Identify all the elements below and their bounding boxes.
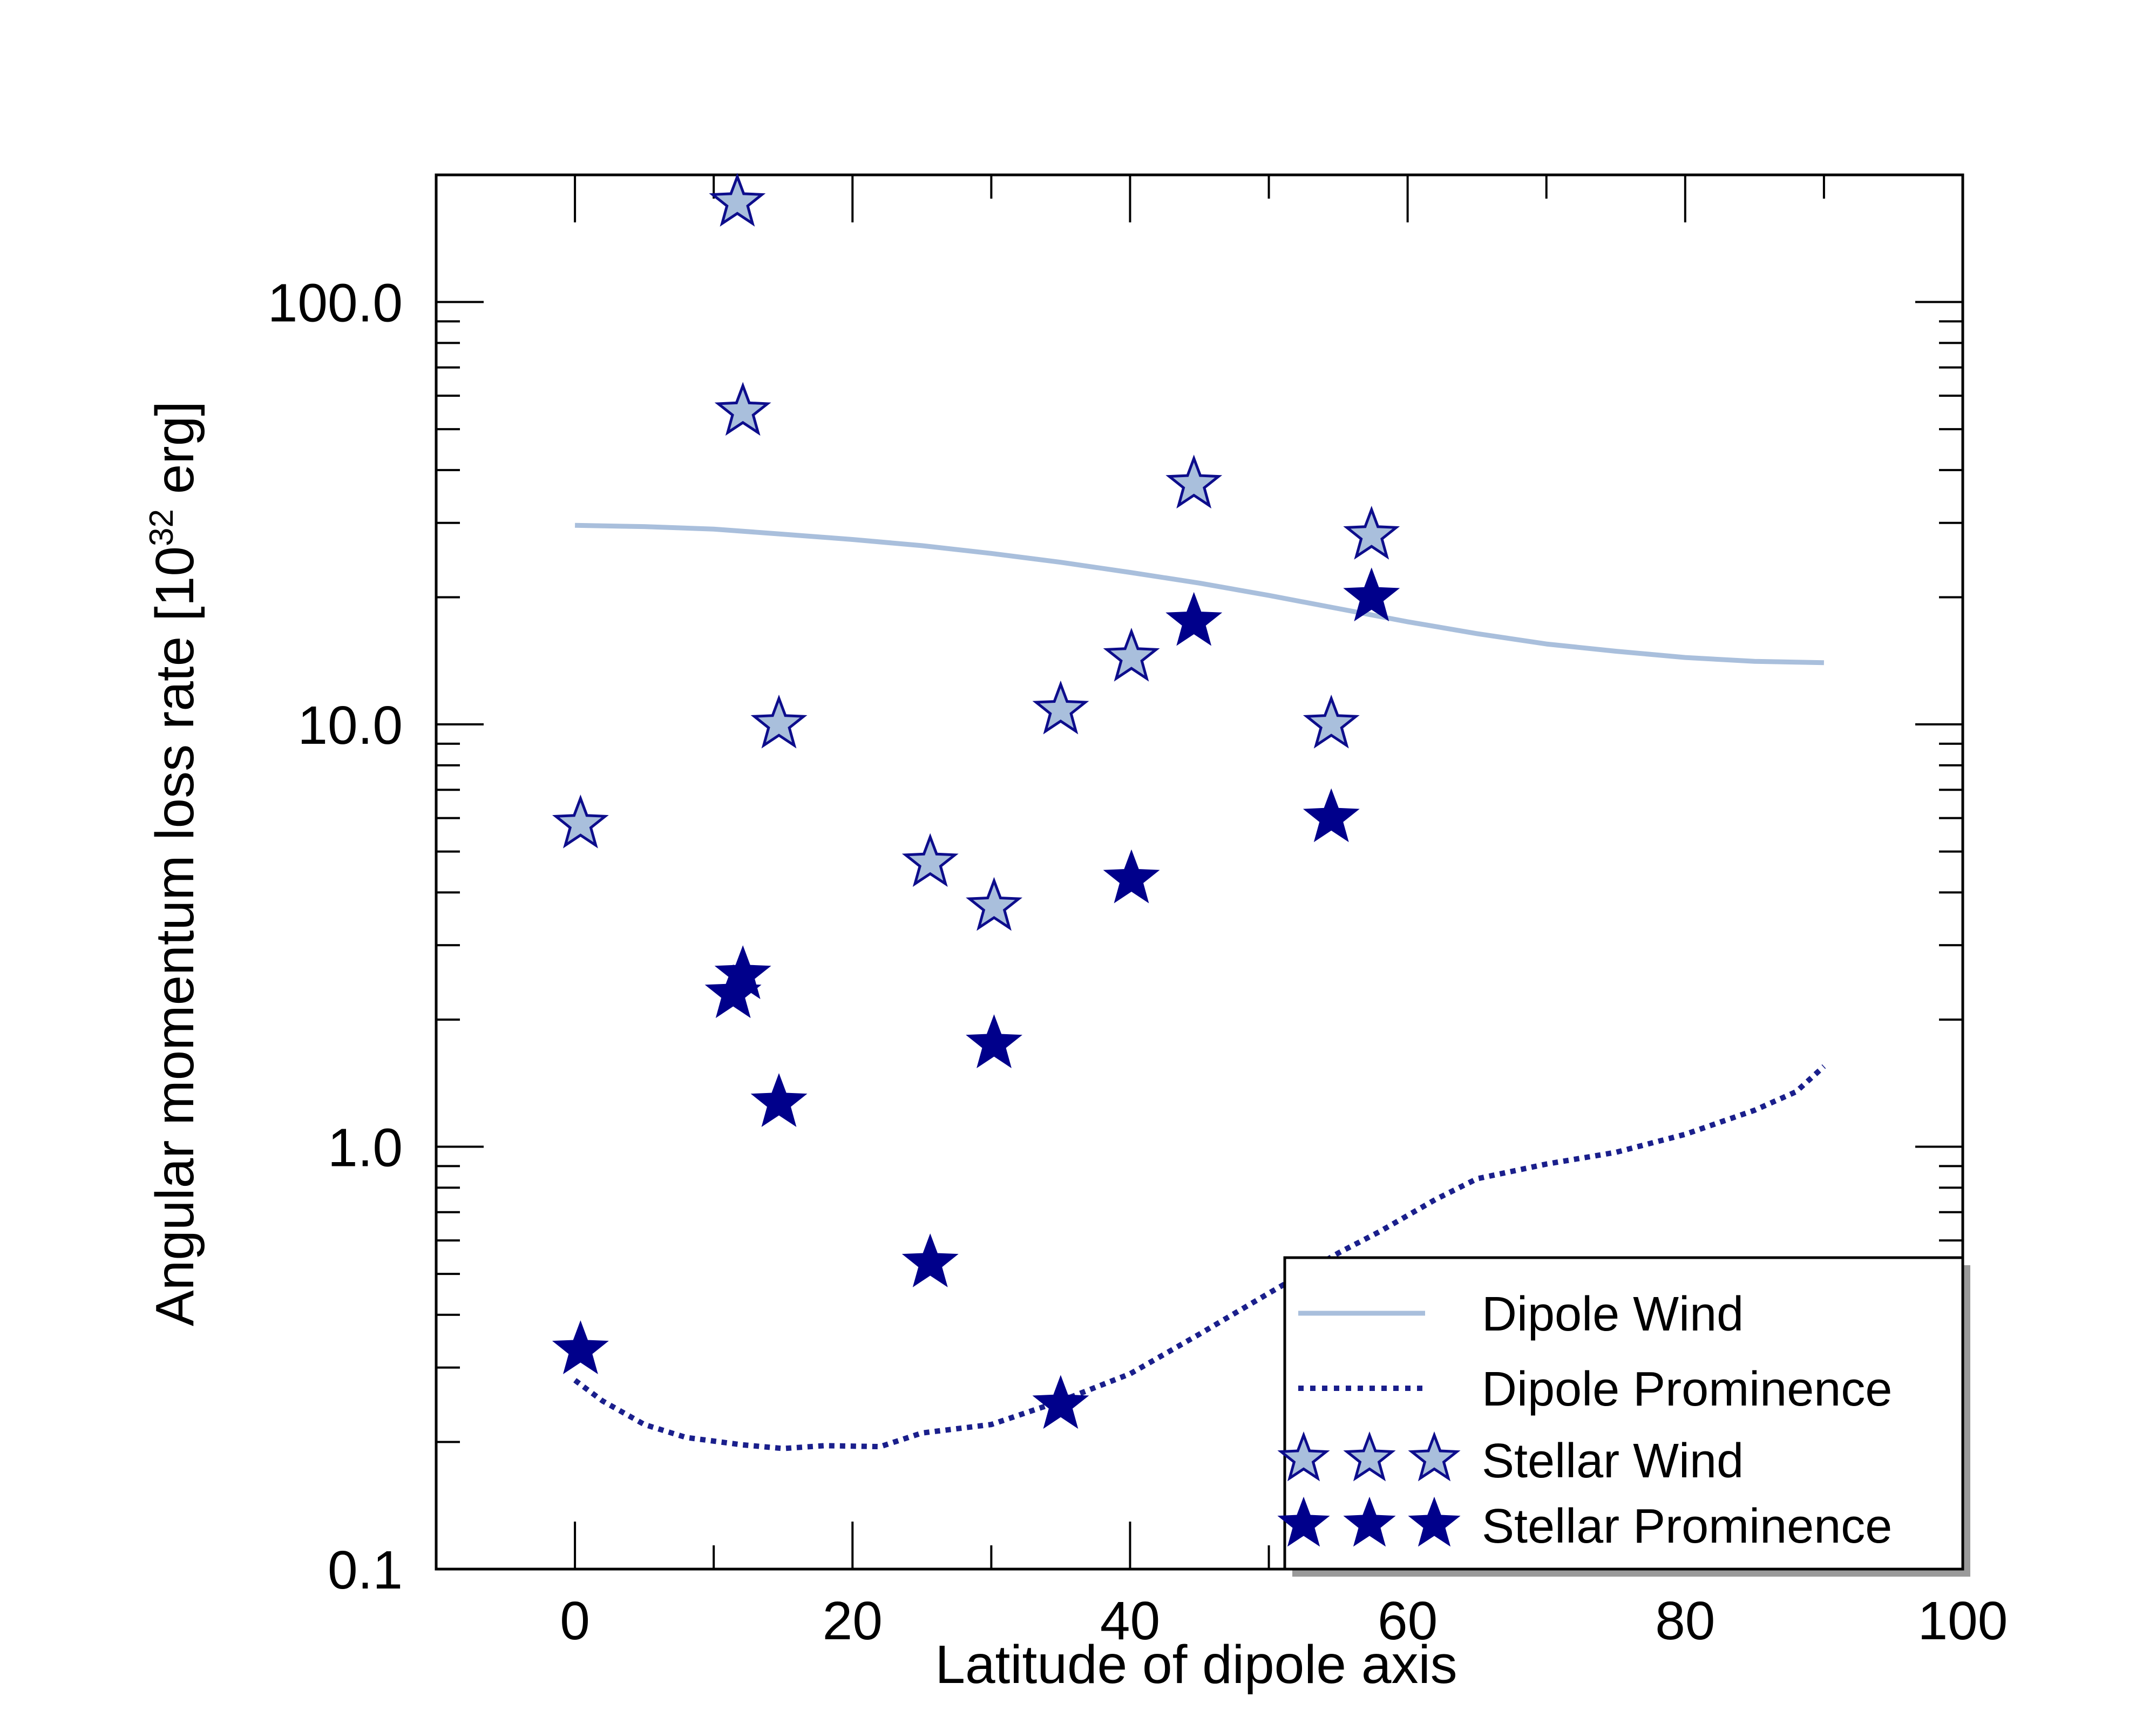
stellar-prominence-marker bbox=[714, 945, 771, 999]
y-tick-label: 10.0 bbox=[297, 695, 403, 756]
legend-swatch-stellar-wind bbox=[1277, 1431, 1330, 1482]
legend-swatch-stellar-wind bbox=[1408, 1431, 1461, 1482]
y-tick-label: 0.1 bbox=[328, 1540, 403, 1600]
plot-frame-group bbox=[435, 173, 1964, 1571]
dipole-wind-line bbox=[575, 522, 1824, 666]
ticks-group bbox=[435, 174, 1964, 1570]
stellar-prominence-marker bbox=[1303, 788, 1360, 843]
plot-frame bbox=[435, 173, 1964, 1571]
legend-swatch-stellar-prominence bbox=[1343, 1496, 1396, 1547]
legend-label-dipole-prominence: Dipole Prominence bbox=[1482, 1362, 1892, 1416]
stellar-wind-marker bbox=[552, 794, 609, 849]
stellar-wind-marker bbox=[714, 382, 771, 436]
legend-swatch-stellar-wind bbox=[1343, 1431, 1396, 1482]
dipole-prominence-line bbox=[573, 1064, 1826, 1451]
tick-labels-group: 0 20 40 60 80 100 0.1 1.0 10.0 100.0 bbox=[268, 273, 2008, 1651]
legend-label-stellar-wind: Stellar Wind bbox=[1482, 1434, 1744, 1488]
x-tick-label: 20 bbox=[823, 1591, 883, 1651]
x-tick-label: 100 bbox=[1918, 1591, 2008, 1651]
y-axis-title-exponent: 32 bbox=[143, 509, 180, 546]
legend-swatch-stellar-prominence bbox=[1408, 1496, 1461, 1547]
stellar-wind-marker bbox=[1032, 680, 1089, 735]
stellar-wind-marker bbox=[1303, 694, 1360, 749]
x-tick-label: 60 bbox=[1378, 1591, 1438, 1651]
legend-label-dipole-wind: Dipole Wind bbox=[1482, 1287, 1744, 1341]
y-axis-title-end: erg] bbox=[145, 401, 205, 509]
legend-label-stellar-prominence: Stellar Prominence bbox=[1482, 1499, 1892, 1553]
y-axis-title-main: Angular momentum loss rate [10 bbox=[145, 546, 205, 1326]
y-tick-label: 1.0 bbox=[328, 1118, 403, 1178]
x-tick-label: 80 bbox=[1655, 1591, 1715, 1651]
stellar-wind-marker bbox=[1165, 454, 1223, 509]
stellar-prominence-marker bbox=[1343, 567, 1400, 622]
x-tick-label: 40 bbox=[1100, 1591, 1160, 1651]
stellar-wind-marker bbox=[709, 173, 766, 227]
stellar-prominence-marker bbox=[552, 1320, 609, 1374]
stellar-prominence-marker bbox=[1032, 1375, 1089, 1429]
x-tick-label: 0 bbox=[560, 1591, 590, 1651]
legend-box bbox=[1283, 1256, 1964, 1571]
stellar-prominence-marker bbox=[1103, 849, 1160, 904]
stellar-prominence-marker bbox=[966, 1014, 1022, 1068]
stellar-wind-marker bbox=[750, 694, 808, 749]
y-tick-label: 100.0 bbox=[268, 273, 403, 334]
stellar-wind-marker bbox=[1343, 505, 1400, 560]
stellar-wind-marker bbox=[1103, 627, 1160, 682]
legend-swatch-stellar-prominence bbox=[1277, 1496, 1330, 1547]
series-group bbox=[552, 173, 1826, 1451]
stellar-wind-marker bbox=[966, 877, 1023, 931]
x-axis-title: Latitude of dipole axis bbox=[935, 1634, 1457, 1695]
legend-group: Dipole Wind Dipole Prominence Stellar Wind… bbox=[1277, 1256, 1970, 1577]
stellar-prominence-marker bbox=[750, 1073, 808, 1127]
stellar-wind-marker bbox=[901, 833, 959, 887]
stellar-prominence-marker bbox=[1165, 592, 1223, 646]
y-axis-title: Angular momentum loss rate [1032 erg] bbox=[143, 401, 205, 1326]
stellar-prominence-marker bbox=[901, 1233, 959, 1287]
